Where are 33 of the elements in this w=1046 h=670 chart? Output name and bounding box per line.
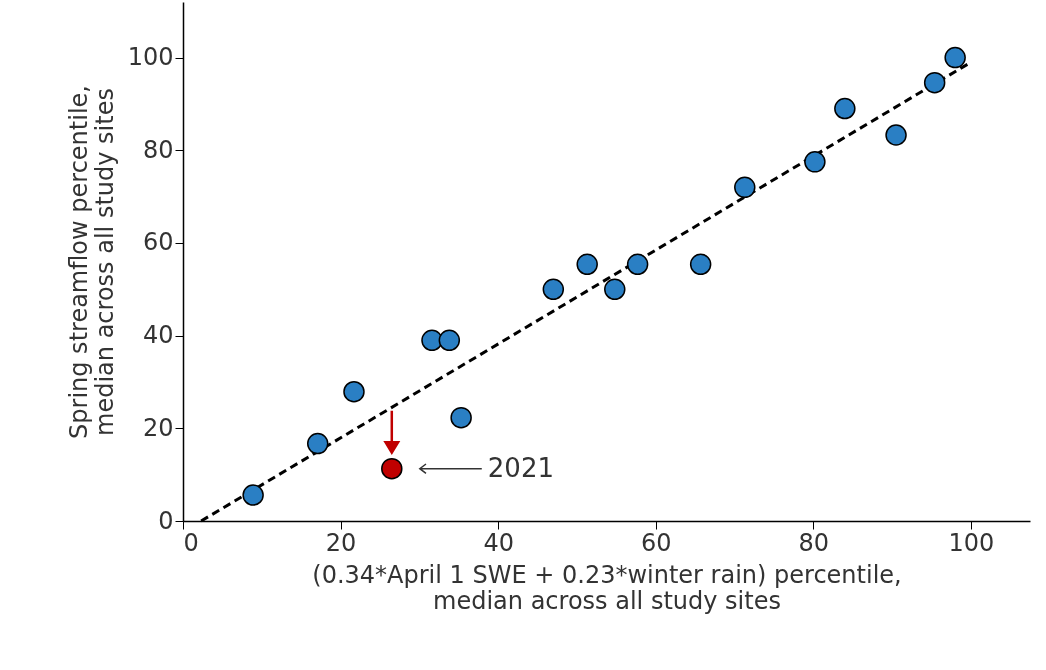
point: [381, 457, 403, 480]
point: [604, 278, 626, 301]
point: [438, 329, 461, 352]
point: [343, 380, 365, 403]
x-tick-label: 80: [798, 528, 830, 557]
y-tick-label: 60: [142, 228, 174, 257]
point: [885, 124, 907, 146]
point: [944, 46, 966, 69]
y-tick-label: 40: [142, 321, 174, 350]
point: [923, 71, 946, 94]
y-tick-label: 100: [127, 43, 174, 72]
point: [734, 176, 756, 199]
annotation: 2021: [487, 452, 554, 483]
y-tick-label: 0: [158, 506, 174, 535]
x-tick-label: 60: [640, 528, 672, 557]
point: [306, 432, 329, 455]
y-tick-label: 20: [142, 413, 174, 442]
point: [689, 253, 712, 276]
point: [834, 97, 856, 120]
x-axis-title: (0.34*April 1 SWE + 0.23*winter rain) percentile, median across all study sites: [312, 560, 902, 615]
x-tick-label: 40: [483, 528, 514, 557]
point: [542, 278, 565, 301]
point: [421, 329, 443, 352]
x-tick-label: 100: [948, 528, 995, 557]
point: [576, 253, 598, 276]
point: [242, 484, 264, 506]
point: [626, 253, 649, 276]
x-tick-label: 20: [325, 528, 357, 557]
point: [804, 151, 826, 173]
y-tick-label: 80: [142, 135, 174, 164]
point: [450, 406, 472, 429]
y-axis-title: Spring streamflow percentile, median across all study sites: [64, 85, 119, 439]
x-tick-label: 0: [183, 528, 199, 557]
